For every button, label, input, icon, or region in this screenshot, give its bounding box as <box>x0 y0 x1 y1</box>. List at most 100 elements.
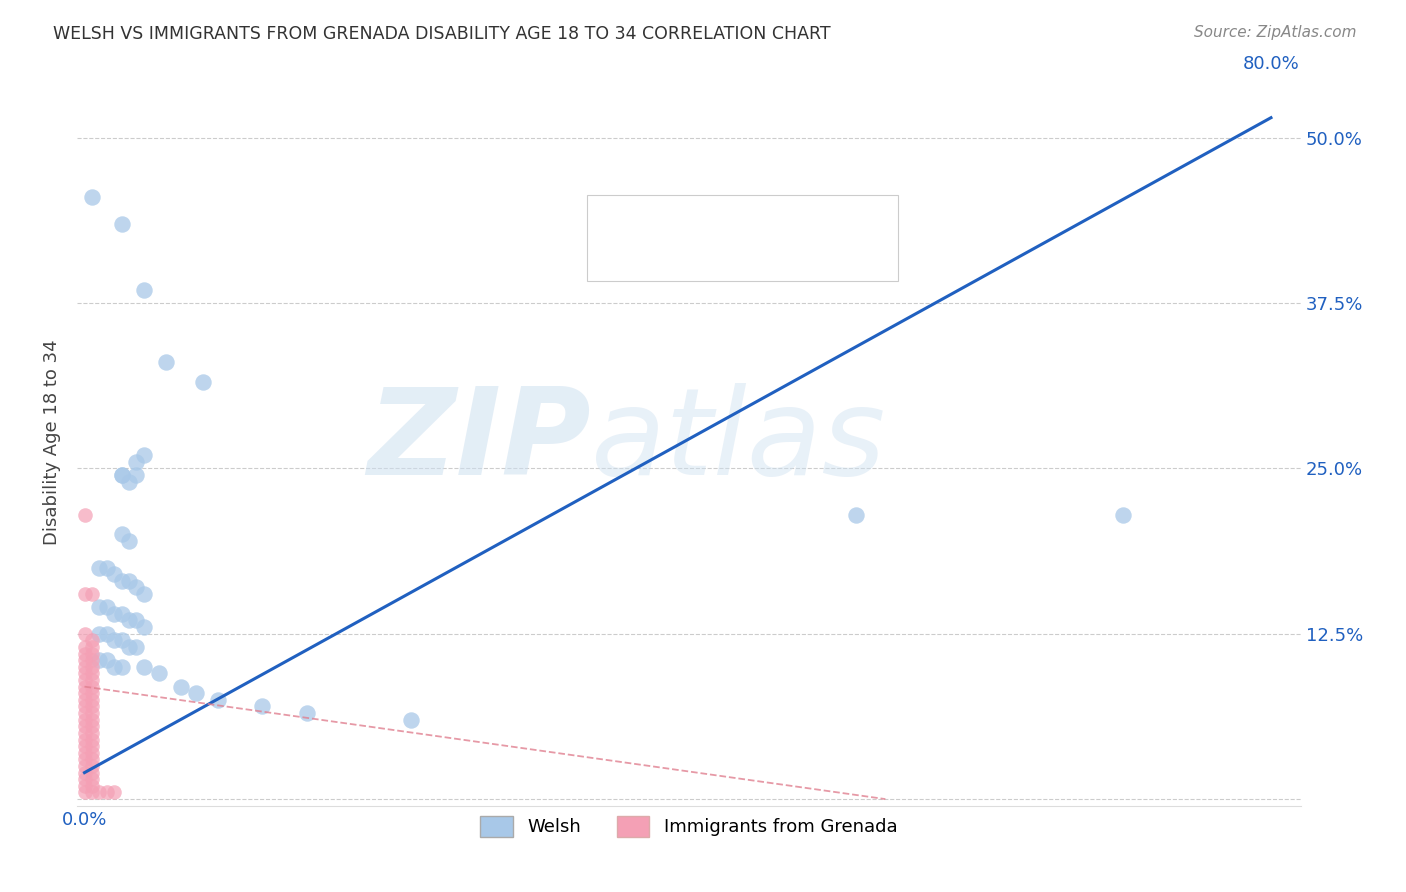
Point <box>80 739 103 754</box>
Point <box>96 600 118 615</box>
Point <box>80 666 103 681</box>
Point <box>125 467 148 482</box>
Point <box>73 719 96 733</box>
Point <box>80 673 103 687</box>
Y-axis label: Disability Age 18 to 34: Disability Age 18 to 34 <box>44 339 60 545</box>
Point <box>89 600 111 615</box>
Point <box>132 448 155 462</box>
Point <box>73 686 96 700</box>
Point <box>110 467 132 482</box>
Point <box>252 699 274 714</box>
Point <box>73 626 96 640</box>
Point <box>73 706 96 720</box>
Point <box>89 653 111 667</box>
Text: WELSH VS IMMIGRANTS FROM GRENADA DISABILITY AGE 18 TO 34 CORRELATION CHART: WELSH VS IMMIGRANTS FROM GRENADA DISABIL… <box>53 25 831 43</box>
Point <box>184 686 207 700</box>
Point <box>73 732 96 747</box>
Text: R =  0.543    N = 47: R = 0.543 N = 47 <box>647 207 828 225</box>
Point <box>89 626 111 640</box>
Point <box>73 699 96 714</box>
Legend: Welsh, Immigrants from Grenada: Welsh, Immigrants from Grenada <box>472 809 905 844</box>
Point <box>110 217 132 231</box>
Point <box>80 587 103 601</box>
Point <box>148 666 170 681</box>
Point <box>110 527 132 541</box>
Text: Source: ZipAtlas.com: Source: ZipAtlas.com <box>1194 25 1357 40</box>
Point <box>80 759 103 773</box>
Point <box>73 765 96 780</box>
Point <box>118 614 141 628</box>
Point <box>191 376 214 390</box>
Point <box>110 467 132 482</box>
Point <box>73 680 96 694</box>
Point <box>96 626 118 640</box>
Point <box>845 508 868 522</box>
Point <box>73 772 96 787</box>
Point <box>73 759 96 773</box>
Point <box>89 785 111 799</box>
Point <box>103 660 125 674</box>
Point <box>132 283 155 297</box>
Point <box>73 752 96 766</box>
Point <box>80 726 103 740</box>
Point <box>73 746 96 760</box>
Point <box>132 660 155 674</box>
Point <box>80 746 103 760</box>
Point <box>80 653 103 667</box>
Point <box>80 686 103 700</box>
Point <box>103 785 125 799</box>
Point <box>80 647 103 661</box>
Point <box>73 779 96 793</box>
Point <box>89 560 111 574</box>
Point <box>80 660 103 674</box>
Point <box>118 534 141 549</box>
Point <box>80 713 103 727</box>
Point <box>73 673 96 687</box>
Point <box>73 693 96 707</box>
Point <box>125 455 148 469</box>
Point <box>103 567 125 582</box>
Point <box>80 706 103 720</box>
Point <box>96 560 118 574</box>
Point <box>80 772 103 787</box>
Point <box>103 607 125 621</box>
Point <box>125 614 148 628</box>
Point <box>125 640 148 654</box>
Point <box>96 653 118 667</box>
Point <box>73 640 96 654</box>
Point <box>73 713 96 727</box>
Point <box>110 574 132 588</box>
Point <box>118 574 141 588</box>
Point <box>399 713 422 727</box>
Point <box>80 680 103 694</box>
Point <box>110 660 132 674</box>
Point <box>73 647 96 661</box>
Point <box>1111 508 1133 522</box>
Point <box>80 190 103 204</box>
Point <box>125 581 148 595</box>
Point <box>96 785 118 799</box>
Point <box>103 633 125 648</box>
Point <box>73 653 96 667</box>
Point <box>73 785 96 799</box>
Text: ZIP: ZIP <box>367 384 591 500</box>
Point <box>80 633 103 648</box>
Point <box>80 752 103 766</box>
Point <box>80 693 103 707</box>
Text: atlas: atlas <box>591 384 886 500</box>
Point <box>295 706 318 720</box>
Point <box>73 508 96 522</box>
Point <box>207 693 229 707</box>
Point <box>80 765 103 780</box>
Point <box>80 779 103 793</box>
Point <box>80 785 103 799</box>
Point <box>132 620 155 634</box>
Point <box>80 699 103 714</box>
Point <box>118 640 141 654</box>
Point <box>73 726 96 740</box>
Point <box>155 355 177 369</box>
Point <box>132 587 155 601</box>
Point <box>73 739 96 754</box>
Text: R = -0.154    N = 54: R = -0.154 N = 54 <box>647 250 830 268</box>
Point <box>80 719 103 733</box>
